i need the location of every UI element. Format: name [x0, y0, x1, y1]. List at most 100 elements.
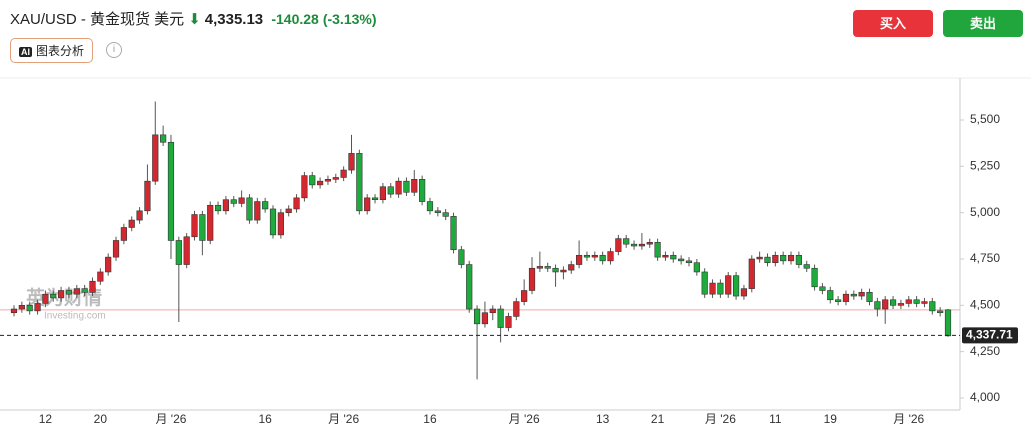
candle-body — [332, 177, 339, 180]
candle-body — [324, 179, 332, 182]
candle-body — [842, 293, 850, 302]
candle-body — [191, 214, 198, 238]
candle-body — [293, 197, 300, 210]
candle-body — [576, 254, 583, 265]
candle-body — [717, 282, 724, 295]
sell-button[interactable]: 卖出 — [943, 10, 1023, 37]
watermark-site: Investing.com — [44, 311, 106, 322]
candle-body — [874, 301, 881, 310]
candle-body — [442, 212, 449, 217]
candle-body — [254, 201, 261, 221]
candle-body — [670, 254, 677, 260]
change-percent: (-3.13%) — [322, 11, 377, 27]
candle-body — [434, 210, 441, 213]
candle-body — [207, 204, 214, 241]
candle-body — [835, 299, 842, 302]
candle-body — [921, 301, 928, 304]
candle-body — [638, 243, 645, 247]
candle-body — [599, 254, 606, 262]
candle-body — [732, 275, 740, 297]
x-tick-label: 月 '26 — [328, 412, 359, 426]
x-tick-label: 13 — [596, 412, 610, 426]
candle-body — [152, 134, 159, 182]
last-price-box — [962, 327, 1018, 344]
candle-body — [662, 254, 669, 258]
candle-body — [725, 275, 732, 295]
candle-body — [214, 204, 222, 212]
candle-body — [144, 180, 151, 212]
candle-body — [536, 266, 543, 269]
candle-body — [230, 199, 237, 204]
y-tick-label: 5,250 — [970, 159, 1000, 173]
y-tick-label: 5,000 — [970, 205, 1000, 219]
candle-body — [269, 208, 277, 236]
candle-body — [285, 208, 292, 213]
candle-body — [26, 305, 33, 312]
x-tick-label: 月 '26 — [893, 412, 924, 426]
candle-body — [348, 153, 355, 171]
y-tick-label: 4,250 — [970, 344, 1000, 358]
candle-body — [238, 197, 245, 204]
candle-body — [693, 262, 700, 273]
candle-body — [262, 201, 269, 210]
candle-body — [913, 299, 920, 304]
x-tick-label: 11 — [769, 412, 782, 426]
last-price-label: 4,337.71 — [966, 328, 1013, 342]
candle-body — [387, 186, 394, 195]
candle-body — [450, 216, 457, 251]
candle-body — [701, 271, 708, 295]
candle-body — [685, 260, 693, 263]
candle-body — [929, 301, 936, 312]
candle-body — [481, 312, 489, 325]
candle-body — [678, 258, 685, 262]
candle-body — [505, 316, 512, 328]
candle-body — [489, 308, 496, 314]
candle-body — [301, 175, 308, 199]
candle-body — [827, 290, 834, 301]
candle-body — [89, 280, 96, 293]
info-icon[interactable]: i — [106, 42, 122, 58]
candle-body — [583, 254, 591, 258]
candle-body — [120, 227, 127, 241]
candle-body — [371, 197, 379, 200]
candle-body — [317, 180, 324, 186]
candle-body — [709, 282, 716, 295]
candle-body — [81, 288, 88, 293]
candle-body — [497, 308, 504, 328]
header: XAU/USD - 黄金现货 美元 ⬇ 4,335.13 -140.28 (-3.13… — [10, 8, 381, 29]
ai-button[interactable]: AI 图表分析 — [10, 38, 94, 63]
candle-body — [513, 301, 520, 317]
candle-body — [379, 186, 386, 200]
candle-body — [199, 214, 206, 241]
candle-body — [57, 290, 65, 299]
candle-body — [740, 288, 748, 297]
candle-body — [552, 267, 559, 273]
candle-body — [615, 238, 622, 252]
candle-body — [105, 256, 112, 273]
x-tick-label: 月 '26 — [705, 412, 736, 426]
candle-body — [866, 292, 873, 302]
candle-body — [858, 292, 865, 297]
candle-body — [128, 219, 135, 228]
candle-body — [944, 309, 952, 337]
candle-body — [473, 308, 481, 325]
candle-body — [73, 288, 80, 295]
candle-body — [112, 240, 120, 258]
x-tick-label: 12 — [39, 412, 53, 426]
change: -140.28 — [271, 11, 319, 27]
candle-body — [756, 256, 763, 260]
candle-body — [630, 243, 638, 247]
candle-body — [623, 238, 630, 245]
candle-body — [246, 197, 253, 221]
candle-body — [811, 267, 818, 288]
buy-button[interactable]: 买入 — [853, 10, 933, 37]
candle-body — [819, 286, 826, 291]
candle-body — [560, 269, 567, 273]
candle-body — [426, 201, 434, 212]
candle-body — [10, 308, 18, 314]
candle-body — [850, 293, 857, 297]
x-tick-label: 21 — [651, 412, 665, 426]
candle-body — [591, 254, 598, 258]
